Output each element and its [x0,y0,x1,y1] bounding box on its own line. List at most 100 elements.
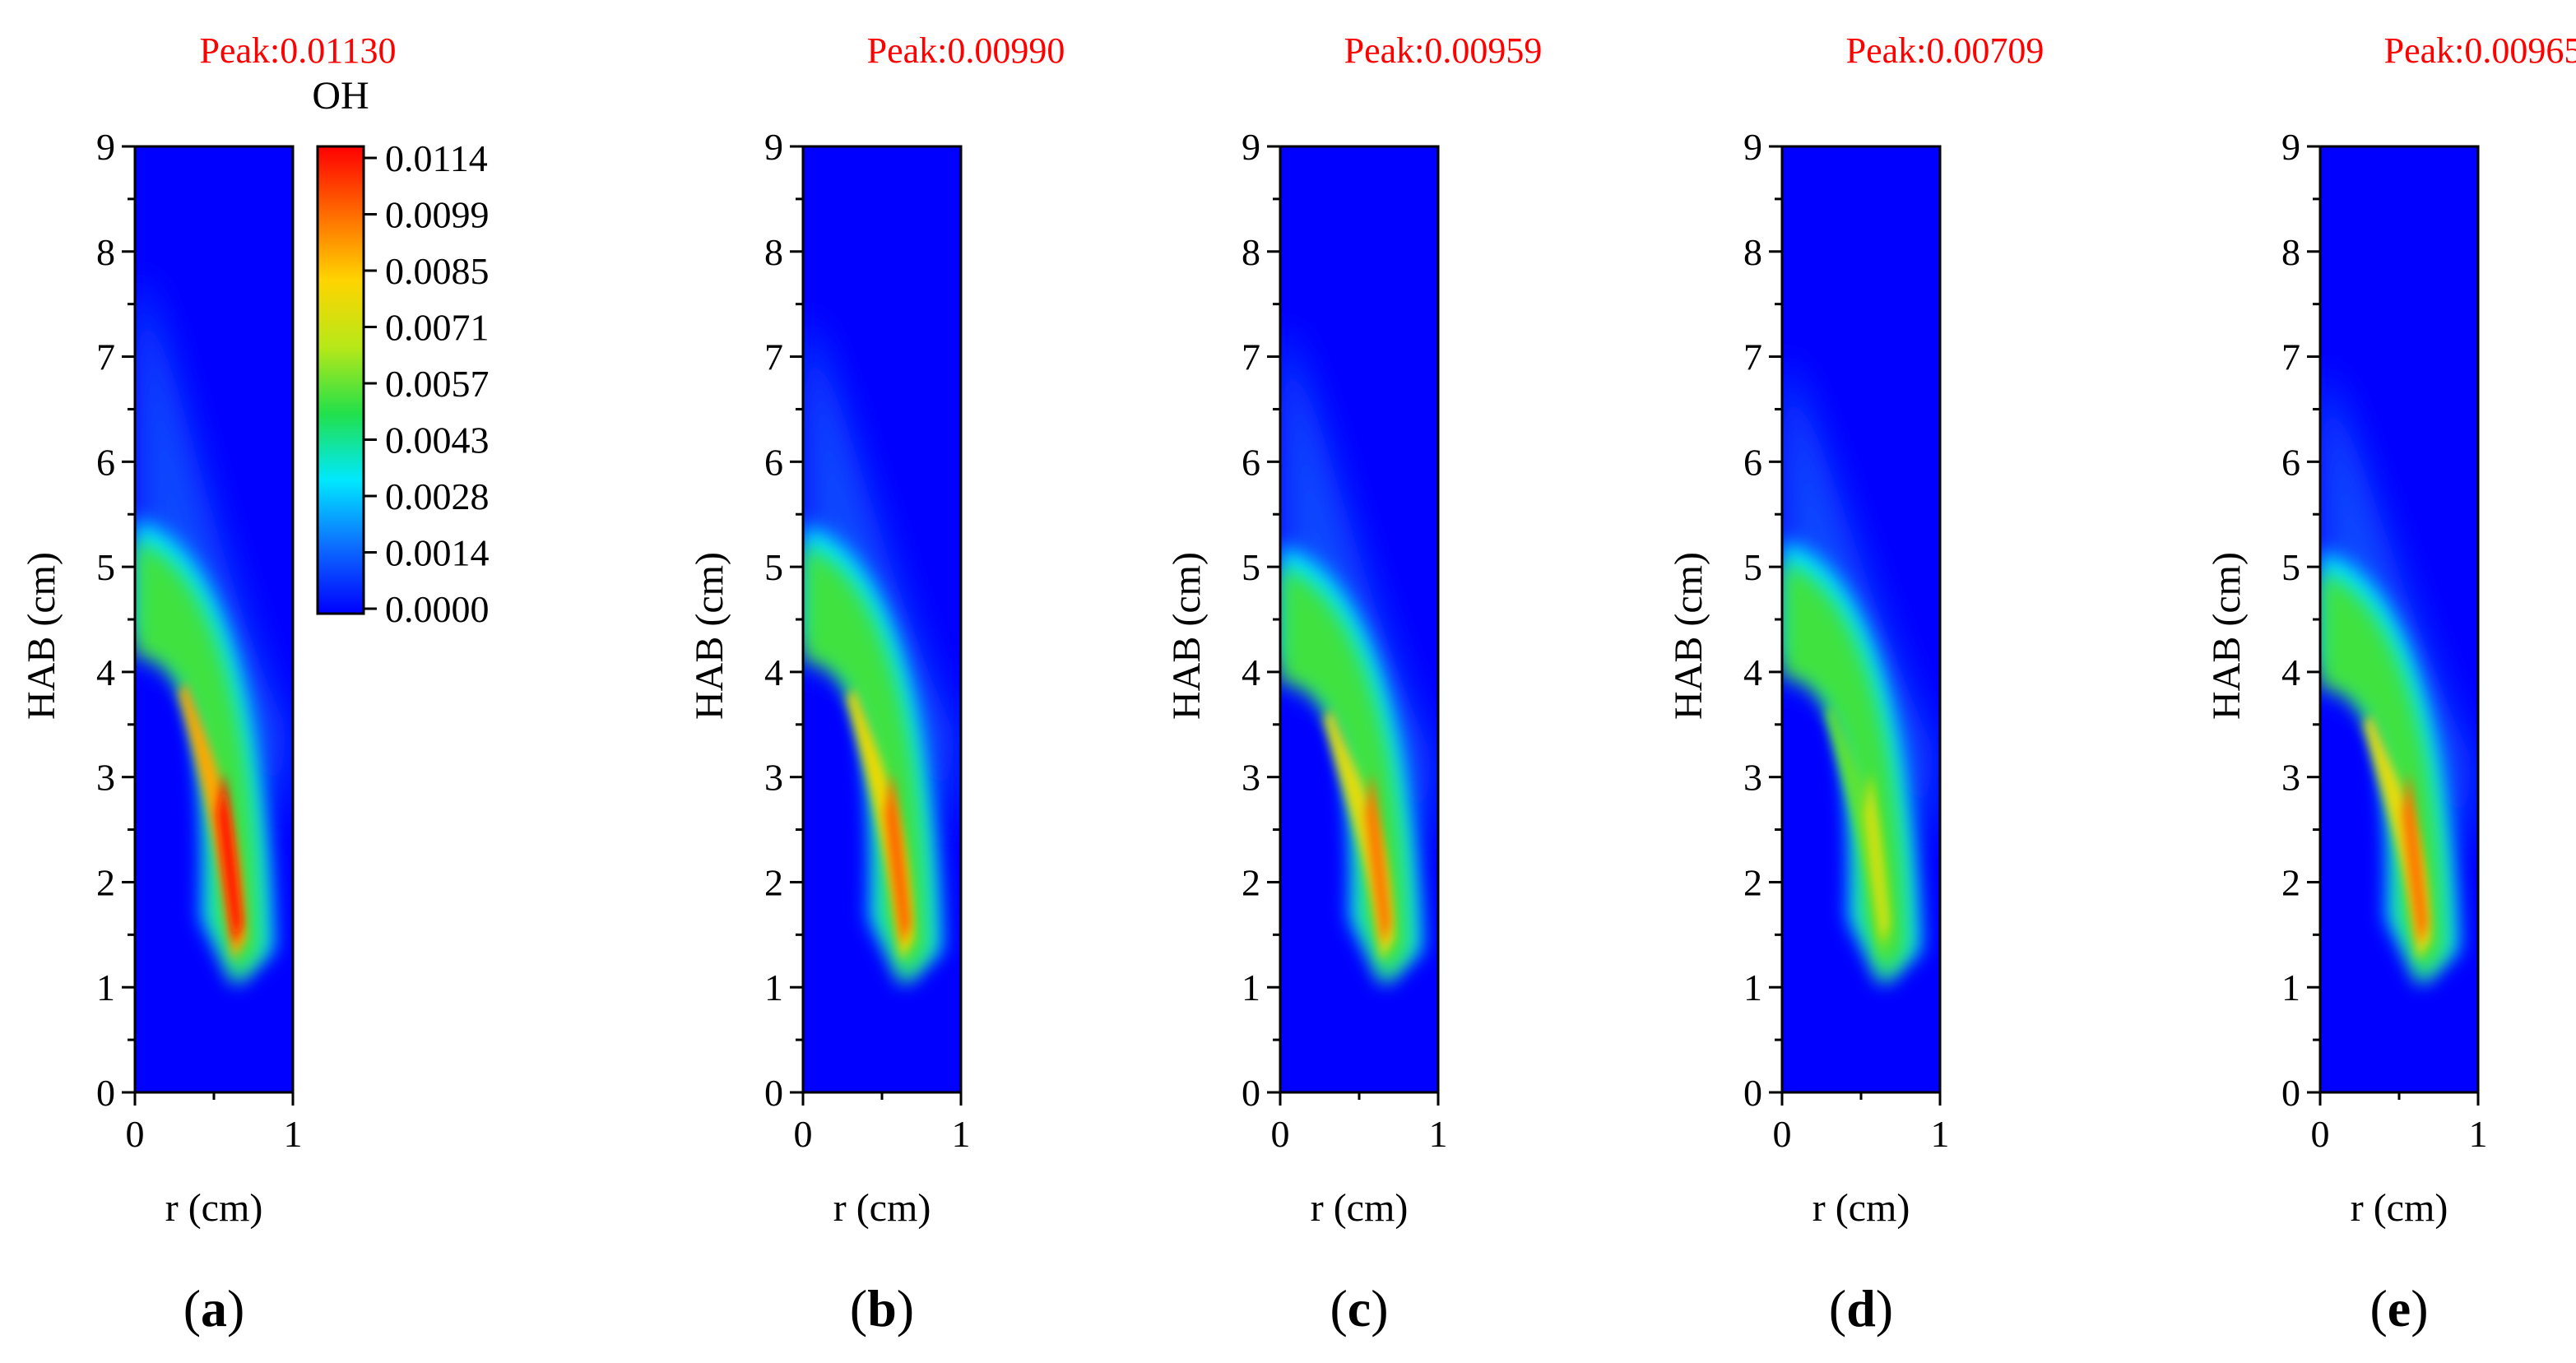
peak-annotation: Peak:0.00959 [1344,30,1543,71]
panel-label: (b) [850,1279,914,1338]
y-tick-label: 7 [1743,336,1762,378]
y-tick-label: 9 [764,126,783,168]
y-axis-label: HAB (cm) [688,552,731,720]
y-tick-label: 3 [2281,757,2300,799]
y-tick-label: 1 [1743,967,1762,1008]
y-axis-label: HAB (cm) [20,552,63,720]
panel-label: (d) [1829,1279,1893,1338]
y-tick-label: 8 [1242,231,1260,273]
peak-annotation: Peak:0.01130 [199,30,396,71]
colorbar-tick-label: 0.0099 [385,194,490,236]
colorbar-tick-label: 0.0014 [385,532,490,574]
y-tick-label: 3 [96,757,115,799]
y-tick-label: 4 [1743,651,1762,693]
y-tick-label: 5 [764,546,783,588]
y-tick-label: 2 [1242,861,1260,903]
y-tick-label: 2 [764,861,783,903]
flame-peak-region [1365,772,1391,946]
y-tick-label: 8 [764,231,783,273]
colorbar-ramp [316,145,365,615]
y-tick-label: 2 [1743,861,1762,903]
y-tick-label: 0 [1242,1072,1260,1114]
x-tick-label: 1 [284,1113,303,1155]
y-tick-label: 9 [1743,126,1762,168]
y-tick-label: 5 [96,546,115,588]
y-tick-label: 3 [1242,757,1260,799]
x-tick-label: 0 [1773,1113,1792,1155]
y-tick-label: 7 [2281,336,2300,378]
colorbar-title: OH [312,74,369,118]
y-axis-label: HAB (cm) [1165,552,1209,720]
x-tick-label: 1 [1931,1113,1950,1155]
x-tick-label: 0 [794,1113,813,1155]
colorbar-tick-label: 0.0085 [385,250,490,292]
oh-field [1280,325,1431,985]
y-tick-label: 3 [1743,757,1762,799]
colorbar: OH 0.0114 0.0099 0.0085 0.0071 0.0057 0.0043 0.… [312,74,489,630]
x-tick-label: 0 [126,1113,145,1155]
oh-field [803,314,954,985]
y-tick-label: 0 [96,1072,115,1114]
y-tick-label: 9 [96,126,115,168]
panels-layer: 0 1 2 3 4 5 6 7 8 9 0 1 r (cm) HAB (cm) Peak:0.01130 (a… [20,30,2576,1338]
y-tick-label: 9 [1242,126,1260,168]
y-tick-label: 5 [1743,546,1762,588]
panel-c: 0 1 2 3 4 5 6 7 8 9 0 1 r (cm) HAB (cm) Peak:0.00959 (c… [1165,30,1542,1338]
y-tick-label: 0 [2281,1072,2300,1114]
panel-e: 0 1 2 3 4 5 6 7 8 9 0 1 r (cm) HAB (cm) Peak:0.00965 (e… [2205,30,2576,1338]
peak-annotation: Peak:0.00965 [2384,30,2576,71]
oh-field [135,272,285,985]
peak-annotation: Peak:0.00990 [867,30,1065,71]
y-tick-label: 7 [1242,336,1260,378]
oh-field [1782,356,1933,985]
y-tick-label: 2 [96,861,115,903]
y-tick-label: 1 [1242,967,1260,1008]
peak-annotation: Peak:0.00709 [1846,30,2045,71]
oh-plume [135,272,285,830]
x-tick-label: 1 [952,1113,971,1155]
panel-label: (c) [1330,1279,1388,1338]
y-tick-label: 8 [1743,231,1762,273]
panel-b: 0 1 2 3 4 5 6 7 8 9 0 1 r (cm) HAB (cm) Peak:0.00990 (b… [688,30,1065,1338]
y-tick-label: 6 [96,441,115,483]
x-axis-label: r (cm) [1311,1186,1409,1230]
y-tick-label: 5 [2281,546,2300,588]
y-tick-label: 5 [1242,546,1260,588]
colorbar-tick-label: 0.0071 [385,307,490,349]
x-axis-label: r (cm) [1812,1186,1910,1230]
y-tick-label: 4 [2281,651,2300,693]
panel-d: 0 1 2 3 4 5 6 7 8 9 0 1 r (cm) HAB (cm) Peak:0.00709 (d… [1667,30,2044,1338]
y-axis-label: HAB (cm) [2205,552,2249,720]
x-axis-label: r (cm) [833,1186,931,1230]
flame-peak-region [884,772,911,946]
panel-label: (a) [183,1279,245,1338]
flame-peak-region [2402,772,2428,946]
x-tick-label: 1 [1429,1113,1448,1155]
colorbar-tick-label: 0.0057 [385,363,490,405]
y-tick-label: 4 [96,651,115,693]
y-tick-label: 0 [764,1072,783,1114]
y-tick-label: 7 [764,336,783,378]
y-tick-label: 3 [764,757,783,799]
colorbar-tick-label: 0.0000 [385,588,490,630]
y-tick-label: 6 [2281,441,2300,483]
x-tick-label: 0 [2311,1113,2330,1155]
flame-peak-region [216,772,243,946]
colorbar-tick-label: 0.0114 [385,137,488,179]
y-tick-label: 9 [2281,126,2300,168]
colorbar-tick-label: 0.0028 [385,475,490,517]
x-axis-label: r (cm) [165,1186,263,1230]
y-tick-label: 1 [764,967,783,1008]
colorbar-tick-label: 0.0043 [385,420,490,461]
x-axis-label: r (cm) [2351,1186,2448,1230]
panel-label: (e) [2369,1279,2428,1338]
y-tick-label: 1 [2281,967,2300,1008]
y-tick-label: 7 [96,336,115,378]
x-tick-label: 1 [2469,1113,2488,1155]
flame-peak-region [1864,772,1890,946]
y-tick-label: 4 [1242,651,1260,693]
y-tick-label: 6 [1743,441,1762,483]
y-tick-label: 4 [764,651,783,693]
x-tick-label: 0 [1271,1113,1290,1155]
